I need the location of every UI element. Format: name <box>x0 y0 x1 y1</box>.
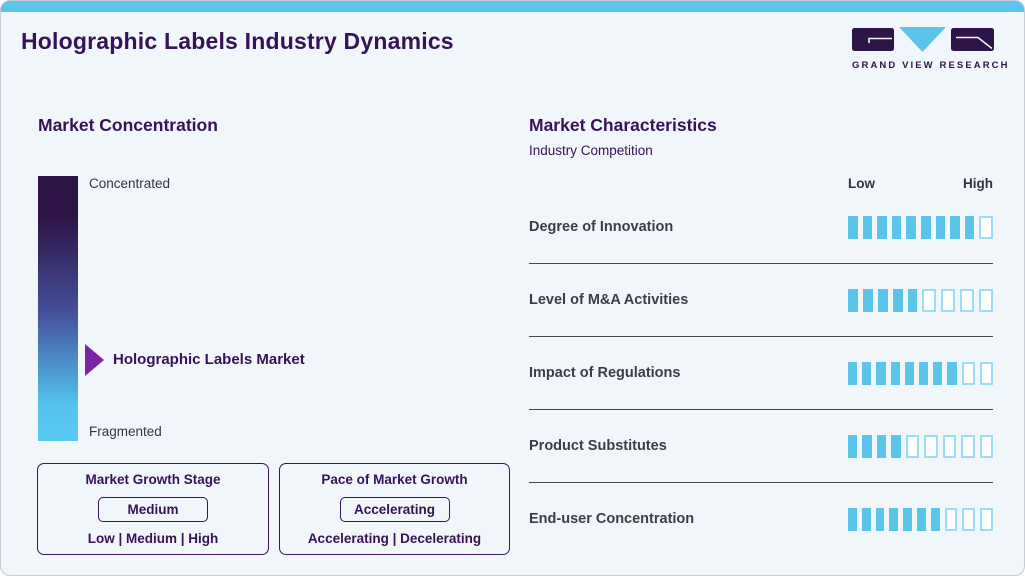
segment-filled <box>907 288 918 312</box>
rating-bar <box>848 434 993 458</box>
segment-filled <box>891 434 901 458</box>
pace-of-growth-box: Pace of Market Growth Accelerating Accel… <box>279 463 510 555</box>
growth-stage-options: Low | Medium | High <box>87 531 219 546</box>
segment-empty <box>979 288 994 312</box>
segment-empty <box>960 288 975 312</box>
characteristic-row: Product Substitutes <box>529 410 993 483</box>
logo-g-glyph <box>868 37 892 43</box>
segment-filled <box>920 215 931 239</box>
characteristics-list: Degree of Innovation Level of M&A Activi… <box>529 191 994 555</box>
segment-filled <box>964 215 975 239</box>
market-concentration-heading: Market Concentration <box>38 115 218 135</box>
segment-empty <box>942 434 957 458</box>
market-position-label: Holographic Labels Market <box>113 351 305 368</box>
characteristic-label: Degree of Innovation <box>529 219 674 235</box>
segment-filled <box>848 215 858 239</box>
segment-filled <box>889 507 899 531</box>
rating-bar <box>848 288 994 312</box>
segment-filled <box>848 361 858 385</box>
segment-empty <box>961 434 975 458</box>
scale-low-label: Low <box>848 176 875 191</box>
gvr-logo: GRAND VIEW RESEARCH <box>852 27 1010 71</box>
pace-title: Pace of Market Growth <box>321 472 468 487</box>
segment-filled <box>848 288 858 312</box>
logo-r-glyph <box>956 36 993 50</box>
segment-filled <box>848 507 857 531</box>
growth-stage-title: Market Growth Stage <box>85 472 221 487</box>
segment-filled <box>906 215 916 239</box>
market-characteristics-heading: Market Characteristics <box>529 115 717 135</box>
segment-filled <box>862 288 873 312</box>
rating-bar <box>848 507 993 531</box>
segment-filled <box>891 215 902 239</box>
pace-options: Accelerating | Decelerating <box>307 531 482 546</box>
fragmented-label: Fragmented <box>89 424 162 439</box>
concentration-gradient-bar <box>38 176 78 441</box>
segment-filled <box>876 361 886 385</box>
page-title: Holographic Labels Industry Dynamics <box>21 28 454 54</box>
concentrated-label: Concentrated <box>89 176 171 191</box>
segment-filled <box>876 434 887 458</box>
market-growth-stage-box: Market Growth Stage Medium Low | Medium … <box>37 463 269 555</box>
segment-filled <box>848 434 858 458</box>
scale-header: Low High <box>848 176 993 191</box>
segment-filled <box>919 361 929 385</box>
segment-empty <box>979 361 994 385</box>
growth-stage-value: Medium <box>98 496 208 522</box>
segment-filled <box>877 288 888 312</box>
rating-bar <box>848 361 994 385</box>
segment-filled <box>930 507 940 531</box>
logo-v-triangle <box>899 27 946 52</box>
segment-empty <box>979 215 993 239</box>
segment-empty <box>961 361 975 385</box>
segment-filled <box>935 215 946 239</box>
segment-filled <box>933 361 943 385</box>
segment-filled <box>875 507 885 531</box>
segment-empty <box>905 434 920 458</box>
characteristic-label: Product Substitutes <box>529 438 667 454</box>
segment-filled <box>904 361 915 385</box>
segment-filled <box>877 215 887 239</box>
segment-filled <box>892 288 903 312</box>
logo-g-block <box>852 28 894 51</box>
characteristic-row: Impact of Regulations <box>529 337 994 410</box>
scale-high-label: High <box>963 176 993 191</box>
segment-filled <box>950 215 960 239</box>
segment-empty <box>924 434 938 458</box>
top-accent-bar <box>1 1 1024 12</box>
segment-filled <box>861 507 871 531</box>
logo-wordmark: GRAND VIEW RESEARCH <box>852 60 1010 71</box>
segment-filled <box>862 215 873 239</box>
characteristic-row: End-user Concentration <box>529 483 993 555</box>
segment-filled <box>862 434 872 458</box>
segment-empty <box>941 288 956 312</box>
logo-r-block <box>951 28 994 51</box>
segment-empty <box>979 434 993 458</box>
characteristic-label: Level of M&A Activities <box>529 292 689 308</box>
segment-empty <box>980 507 993 531</box>
characteristic-row: Level of M&A Activities <box>529 264 994 337</box>
gvr-logo-icon <box>852 27 994 52</box>
characteristic-label: End-user Concentration <box>529 511 695 527</box>
segment-filled <box>862 361 872 385</box>
pace-value: Accelerating <box>339 496 450 522</box>
segment-filled <box>890 361 900 385</box>
industry-competition-subheading: Industry Competition <box>529 143 653 158</box>
rating-bar <box>848 215 993 239</box>
segment-empty <box>962 507 976 531</box>
segment-filled <box>947 361 957 385</box>
segment-filled <box>903 507 912 531</box>
characteristic-label: Impact of Regulations <box>529 365 681 381</box>
characteristic-row: Degree of Innovation <box>529 191 993 264</box>
market-position-arrow-icon <box>85 344 104 376</box>
segment-empty <box>944 507 958 531</box>
segment-empty <box>922 288 937 312</box>
segment-filled <box>916 507 926 531</box>
